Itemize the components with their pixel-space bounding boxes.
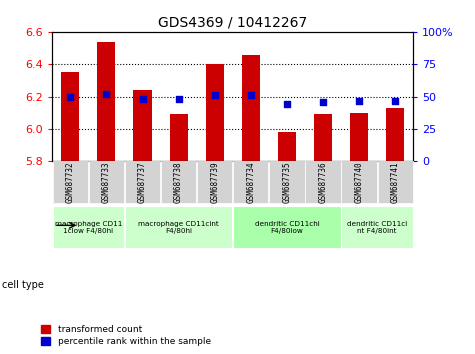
FancyBboxPatch shape [53, 206, 124, 248]
Point [66, 94, 74, 99]
Point [211, 92, 218, 98]
Bar [242, 55, 260, 161]
FancyBboxPatch shape [197, 161, 232, 203]
Text: GSM687733: GSM687733 [102, 161, 111, 203]
Point [139, 96, 146, 102]
Point [247, 92, 255, 98]
Point [391, 98, 399, 103]
Text: dendritic CD11chi
F4/80low: dendritic CD11chi F4/80low [255, 221, 319, 234]
Text: GSM687736: GSM687736 [319, 161, 327, 203]
Bar [133, 90, 152, 161]
Point [103, 91, 110, 97]
Text: GSM687741: GSM687741 [391, 161, 399, 203]
FancyBboxPatch shape [125, 161, 160, 203]
Bar [314, 114, 332, 161]
Bar [206, 64, 224, 161]
Text: GSM687732: GSM687732 [66, 161, 75, 203]
Text: GSM687740: GSM687740 [355, 161, 363, 203]
Point [319, 99, 327, 105]
Point [175, 96, 182, 102]
FancyBboxPatch shape [342, 161, 377, 203]
Text: GSM687737: GSM687737 [138, 161, 147, 203]
Point [355, 98, 363, 103]
Text: macrophage CD11cint
F4/80hi: macrophage CD11cint F4/80hi [138, 221, 219, 234]
FancyBboxPatch shape [378, 161, 413, 203]
Bar [278, 132, 296, 161]
FancyBboxPatch shape [125, 206, 232, 248]
FancyBboxPatch shape [305, 161, 341, 203]
FancyBboxPatch shape [53, 161, 88, 203]
Text: cell type: cell type [2, 280, 44, 290]
Bar [97, 41, 115, 161]
FancyBboxPatch shape [161, 161, 196, 203]
FancyBboxPatch shape [233, 206, 341, 248]
Title: GDS4369 / 10412267: GDS4369 / 10412267 [158, 15, 307, 29]
Bar [61, 72, 79, 161]
FancyBboxPatch shape [89, 161, 124, 203]
Text: GSM687738: GSM687738 [174, 161, 183, 203]
Text: GSM687735: GSM687735 [283, 161, 291, 203]
Text: GSM687734: GSM687734 [247, 161, 255, 203]
Text: dendritic CD11ci
nt F4/80int: dendritic CD11ci nt F4/80int [347, 221, 407, 234]
Bar [170, 114, 188, 161]
FancyBboxPatch shape [233, 161, 268, 203]
FancyBboxPatch shape [342, 206, 413, 248]
Text: GSM687739: GSM687739 [210, 161, 219, 203]
Point [283, 102, 291, 107]
FancyBboxPatch shape [269, 161, 304, 203]
Bar [386, 108, 404, 161]
Bar [350, 113, 368, 161]
Text: macrophage CD11
1clow F4/80hi: macrophage CD11 1clow F4/80hi [55, 221, 122, 234]
Legend: transformed count, percentile rank within the sample: transformed count, percentile rank withi… [38, 321, 214, 349]
